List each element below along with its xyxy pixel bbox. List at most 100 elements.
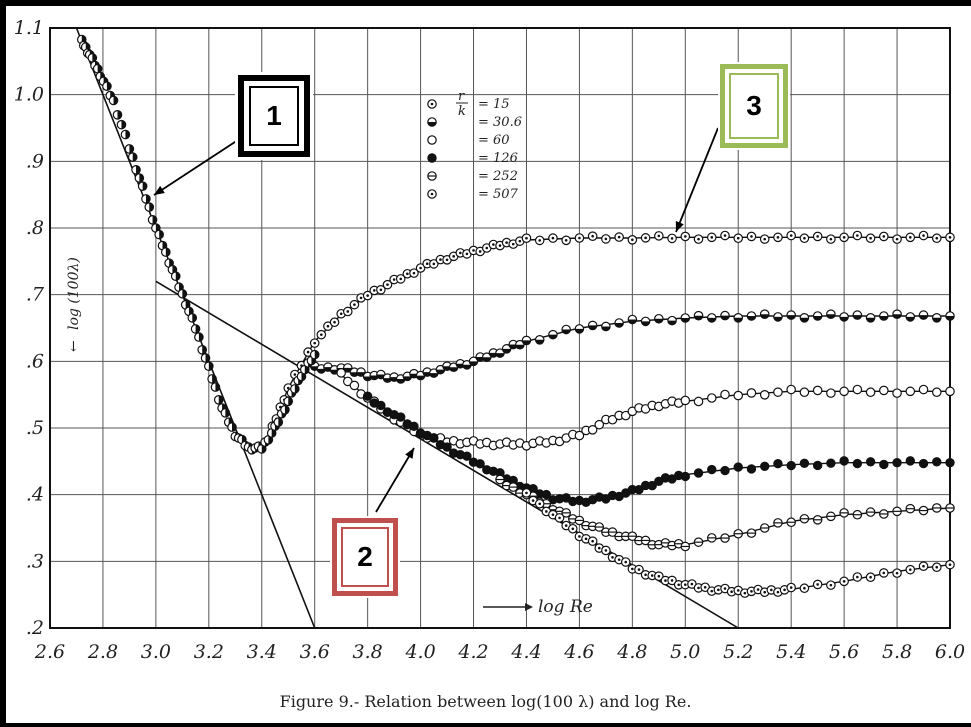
point-s5-7 <box>567 523 578 534</box>
point-s0-9 <box>316 329 327 340</box>
point-s3-0 <box>362 391 373 401</box>
point-s5-10-dot <box>591 539 594 543</box>
point-s5-4-dot <box>551 513 555 516</box>
point-s1-16-fill <box>416 375 425 380</box>
point-s3-57 <box>799 458 810 468</box>
point-s6-16 <box>124 144 135 154</box>
point-s3-2 <box>376 400 386 411</box>
point-s2-62 <box>812 385 823 396</box>
point-s0-71 <box>931 233 942 244</box>
point-s2-67-ring <box>879 385 889 396</box>
point-s0-35 <box>488 239 499 250</box>
point-s4-31 <box>720 533 730 543</box>
y-tick-label-8: 1.0 <box>14 84 44 106</box>
point-s0-61 <box>799 233 810 244</box>
point-s0-53 <box>693 234 704 244</box>
point-s2-72 <box>945 386 955 397</box>
point-s2-58 <box>759 389 770 400</box>
point-s0-11 <box>329 317 340 328</box>
callout-2-arrow-head <box>405 448 414 459</box>
point-s5-39-dot <box>783 588 786 592</box>
point-s1-37-fill <box>588 325 597 330</box>
point-s2-41 <box>607 414 618 425</box>
point-s2-38 <box>587 424 598 435</box>
point-s0-49-dot <box>644 236 647 240</box>
point-s0-41 <box>534 235 545 246</box>
point-s1-13-fill <box>396 378 405 384</box>
point-s6-25-fill <box>159 230 164 239</box>
legend-title-k: k <box>458 104 466 119</box>
x-axis-label: log Re <box>538 597 593 617</box>
point-s5-8-dot <box>578 535 581 538</box>
point-s5-46 <box>865 572 876 583</box>
point-s2-53-ring <box>693 396 704 407</box>
point-s1-48 <box>733 312 744 323</box>
point-s0-20-dot <box>392 278 396 281</box>
point-s0-21-dot <box>399 277 403 281</box>
point-s0-51 <box>667 233 677 244</box>
point-s2-36-ring <box>574 430 585 441</box>
point-s1-32-fill <box>522 340 531 345</box>
point-s1-24 <box>468 356 479 367</box>
point-s4-15 <box>594 522 605 532</box>
point-s5-6-dot <box>564 524 568 527</box>
point-s6-14-fill <box>121 120 126 129</box>
point-s4-33 <box>746 528 757 538</box>
point-s0-44-dot <box>578 236 581 240</box>
point-s6-41-fill <box>212 374 217 384</box>
point-s6-39 <box>200 353 211 363</box>
point-s1-44 <box>680 313 691 323</box>
callout-2-inner-border <box>341 527 389 587</box>
x-tick-label-1: 2.8 <box>87 641 118 663</box>
point-s6-25 <box>154 229 164 240</box>
point-s6-18 <box>131 165 141 175</box>
point-s5-22 <box>667 575 677 586</box>
point-s5-5-dot <box>558 516 561 520</box>
point-s5-15 <box>620 557 631 567</box>
point-s2-68-ring <box>892 388 902 398</box>
point-s1-36 <box>574 324 585 334</box>
point-s0-54 <box>706 232 717 243</box>
point-s1-54 <box>812 311 823 321</box>
point-s6-45-fill <box>225 408 230 418</box>
point-s6-37-fill <box>198 332 204 342</box>
point-s0-59 <box>773 232 783 243</box>
point-s0-11-dot <box>333 320 336 324</box>
point-s5-52 <box>945 559 955 570</box>
point-s2-39 <box>594 419 605 430</box>
point-s1-50 <box>759 309 770 319</box>
point-s1-55 <box>826 309 836 319</box>
point-s1-8-fill <box>363 376 372 381</box>
legend-marker-1 <box>427 117 437 127</box>
point-s3-50 <box>707 464 717 475</box>
point-s6-20 <box>137 181 148 191</box>
legend-entry-1: = 30.6 <box>478 115 522 130</box>
point-s5-5 <box>554 513 565 523</box>
x-tick-label-10: 4.6 <box>563 641 594 663</box>
point-s2-66 <box>865 387 876 398</box>
point-s5-48 <box>892 568 902 578</box>
point-s6-61 <box>273 417 284 428</box>
point-s6-43 <box>213 394 224 405</box>
point-s6-19 <box>134 173 145 183</box>
point-s0-35-dot <box>492 243 495 246</box>
callout-2-arrow <box>375 447 415 513</box>
point-s1-37 <box>587 320 598 331</box>
point-s1-47-fill <box>720 315 730 320</box>
y-tick-label-0: .2 <box>26 617 44 639</box>
point-s5-7-dot <box>571 527 575 531</box>
point-s2-65-ring <box>852 384 863 395</box>
point-s3-43 <box>647 480 657 491</box>
point-s6-22 <box>144 202 155 212</box>
point-s2-36 <box>574 430 585 441</box>
callout-3-arrow <box>675 127 719 233</box>
point-s1-23-fill <box>462 364 472 369</box>
point-s0-14 <box>349 299 360 310</box>
point-s6-21 <box>141 194 151 204</box>
point-s6-64 <box>283 396 294 407</box>
point-s0-23-dot <box>412 271 416 275</box>
point-s2-63-ring <box>826 388 836 398</box>
point-s1-39-fill <box>614 323 624 328</box>
point-s5-42-dot <box>816 583 819 586</box>
